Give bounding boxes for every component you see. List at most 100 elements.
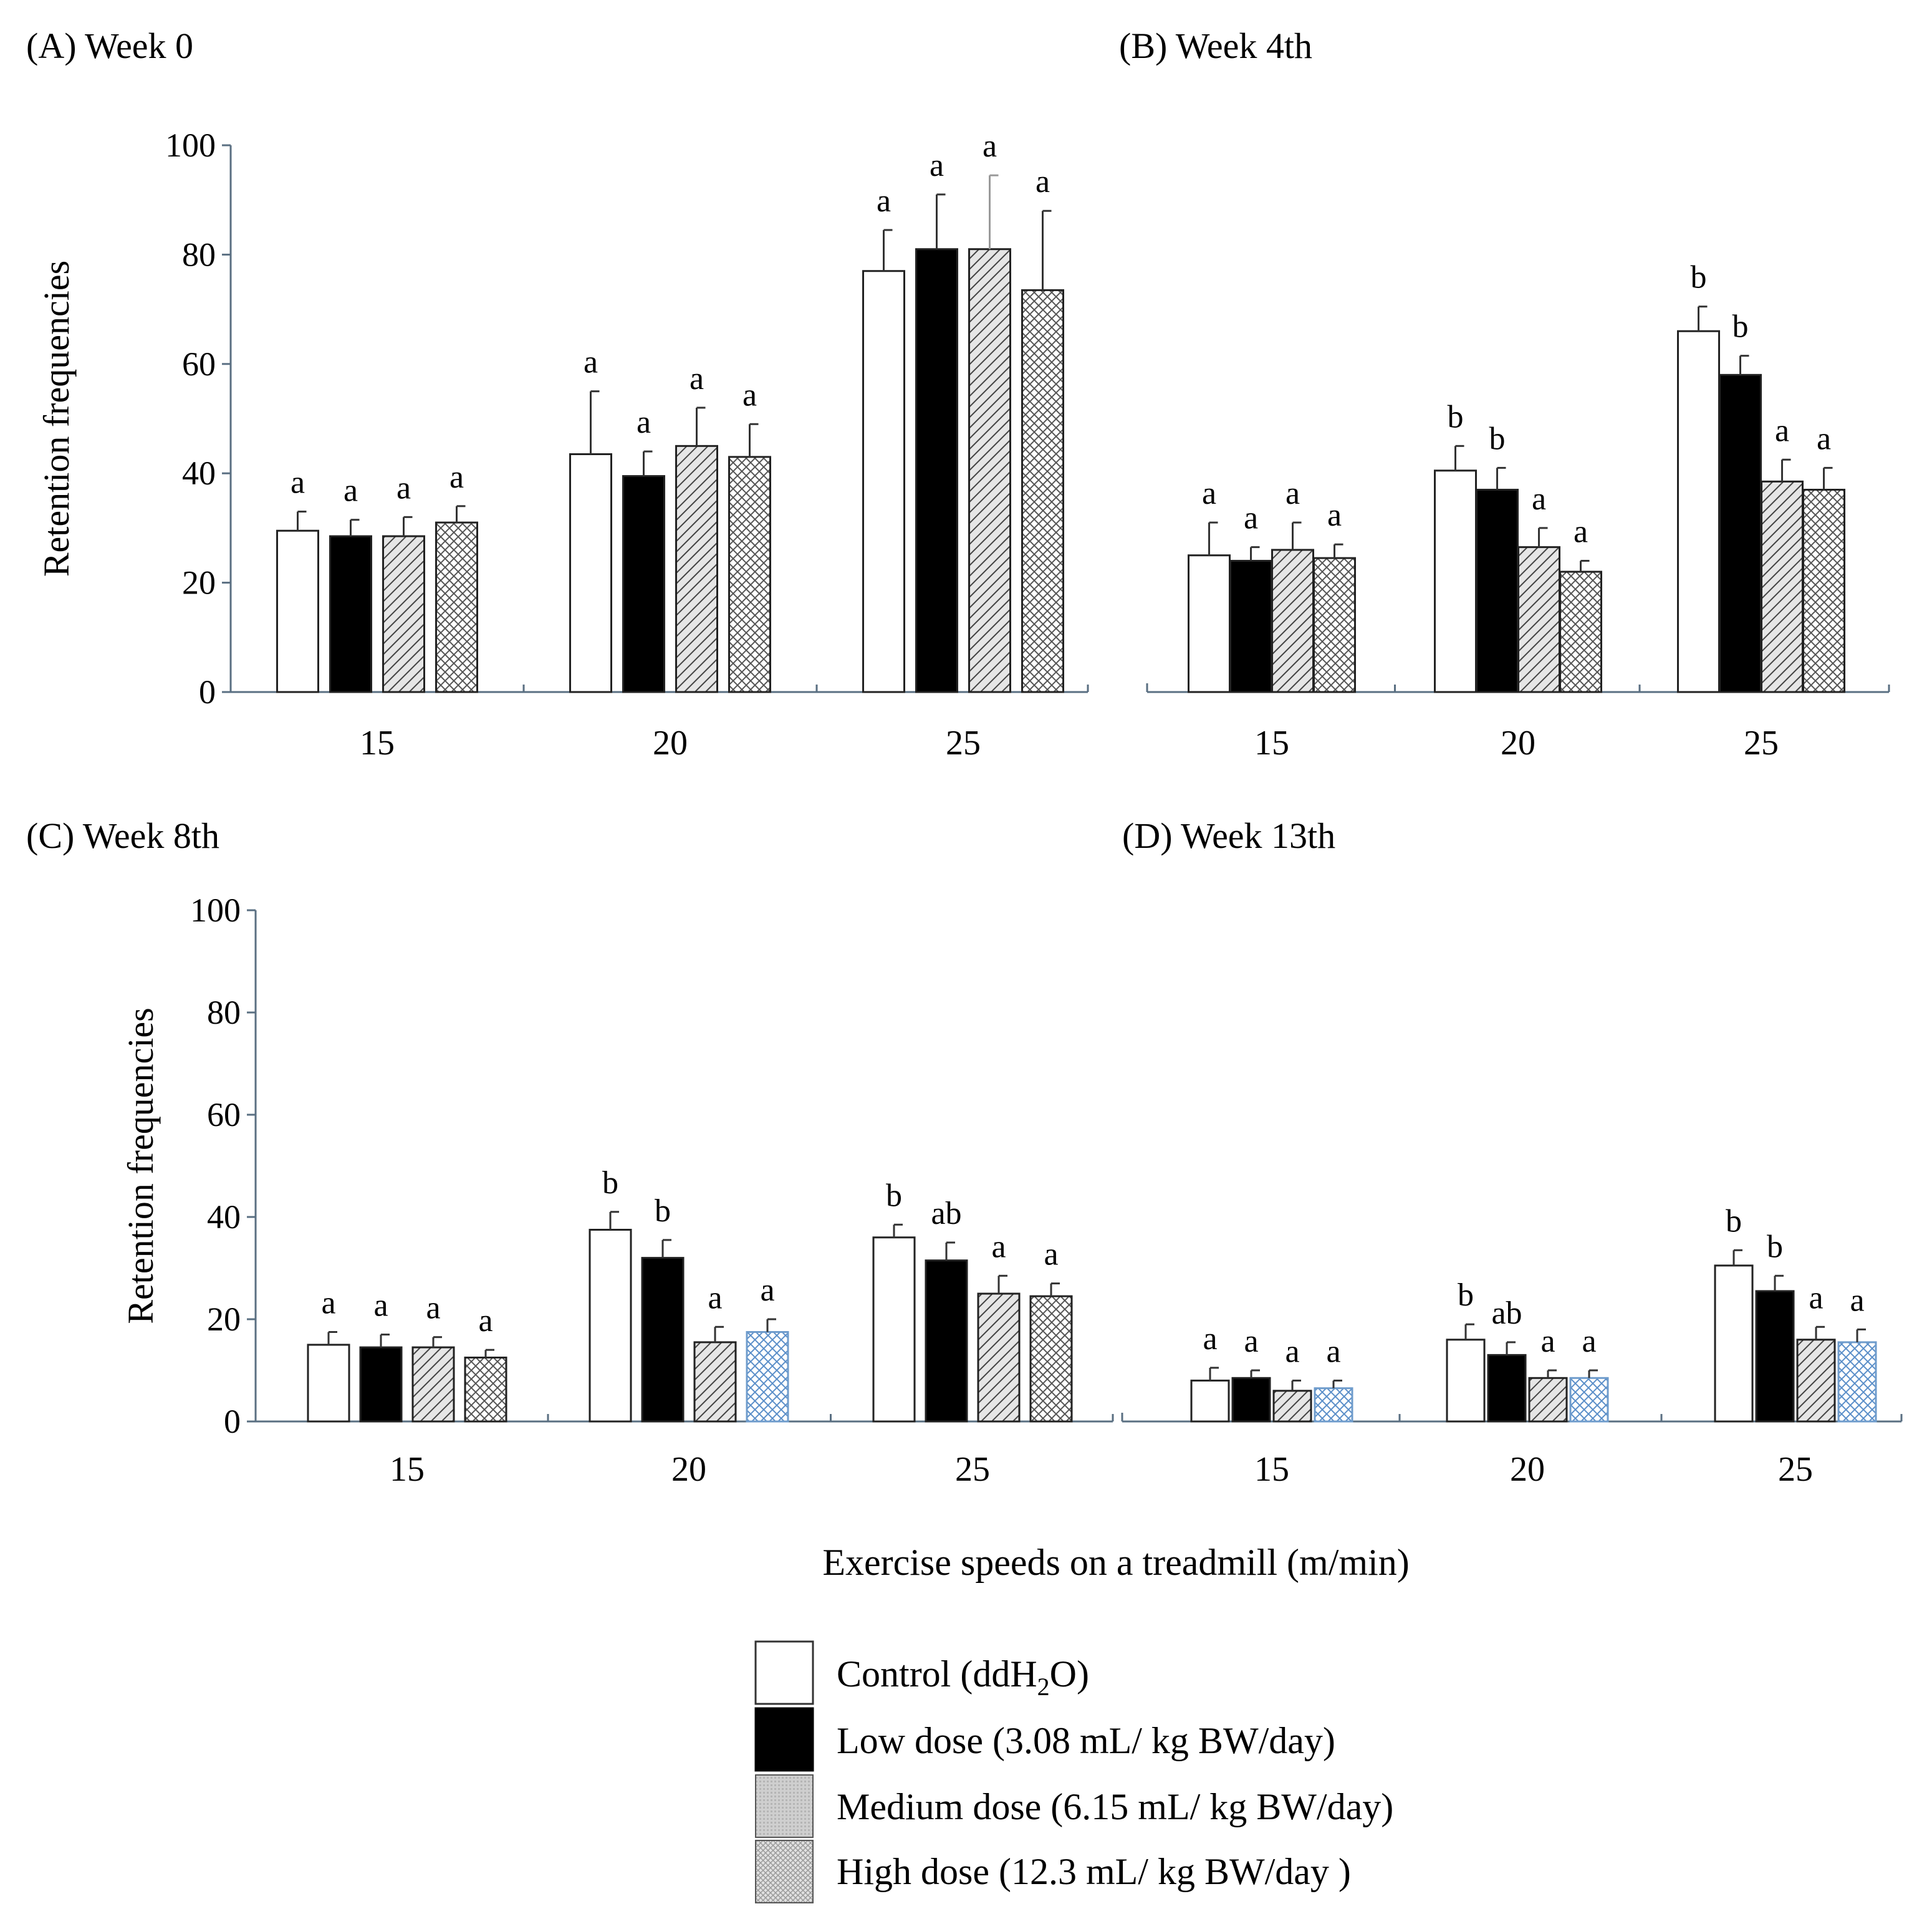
legend-swatch-medium-dose (755, 1774, 814, 1838)
bar-high-dose (1029, 1295, 1073, 1423)
significance-label: b (1726, 1203, 1742, 1239)
bar-medium-dose (675, 445, 718, 693)
bar-medium-dose (1761, 480, 1804, 693)
significance-label: a (983, 128, 997, 164)
x-category-label: 25 (955, 1450, 990, 1489)
significance-label: b (1489, 421, 1506, 456)
bar-low-dose (641, 1257, 685, 1423)
legend-label-control: Control (ddH2O) (837, 1653, 1089, 1701)
bar-control (1677, 330, 1720, 693)
legend-swatch-control (754, 1640, 814, 1705)
significance-label: a (1285, 1334, 1299, 1369)
y-axis-label: Retention frequencies (36, 261, 77, 577)
significance-label: a (396, 470, 411, 506)
significance-label: a (373, 1288, 388, 1324)
x-category-label: 20 (671, 1450, 706, 1489)
significance-label: b (1691, 260, 1707, 296)
significance-label: b (1733, 309, 1749, 345)
x-category-label: 15 (390, 1450, 425, 1489)
panel-c-week-8th: (C) Week 8th 0 20 40 60 80 100 Retention freque… (26, 815, 1114, 1489)
significance-label: a (478, 1303, 493, 1339)
bar-control (872, 1236, 916, 1423)
significance-label: a (584, 345, 598, 380)
legend-label-low-dose: Low dose (3.08 mL/ kg BW/day) (837, 1720, 1335, 1761)
significance-label: b (1448, 399, 1464, 435)
bar-low-dose (329, 535, 372, 693)
significance-label: a (690, 361, 704, 397)
y-tick-label: 80 (182, 236, 216, 273)
significance-label: ab (1491, 1296, 1522, 1331)
bar-high-dose (1837, 1341, 1877, 1423)
bar-high-dose (435, 521, 478, 693)
bar-low-dose (1755, 1290, 1795, 1423)
significance-label: a (1582, 1324, 1596, 1359)
significance-label: a (743, 377, 757, 413)
common-x-axis-label: Exercise speeds on a treadmill (m/min) (822, 1542, 1409, 1583)
bar-control (589, 1229, 632, 1423)
significance-label: a (1809, 1280, 1823, 1315)
significance-label: a (637, 405, 651, 440)
legend-label-high-dose: High dose (12.3 mL/ kg BW/day ) (837, 1851, 1351, 1892)
bar-high-dose (728, 456, 771, 693)
bar-low-dose (1231, 1377, 1271, 1423)
y-tick-label: 20 (182, 564, 216, 602)
bar-low-dose (359, 1346, 403, 1423)
bar-medium-dose (1528, 1377, 1568, 1423)
bar-medium-dose (1517, 546, 1560, 693)
significance-label: a (1817, 421, 1831, 456)
bar-high-dose (1559, 570, 1602, 693)
bar-high-dose (1314, 1387, 1353, 1423)
panel-a-week-0: (A) Week 0 0 20 40 60 80 100 Retention frequenc… (26, 26, 1089, 762)
significance-label: b (886, 1178, 902, 1213)
y-tick-label: 60 (207, 1096, 241, 1133)
panel-title: (C) Week 8th (26, 815, 219, 856)
significance-label: a (1044, 1237, 1058, 1272)
bar-low-dose (622, 475, 665, 693)
bar-low-dose (1487, 1354, 1527, 1423)
significance-label: a (1540, 1324, 1555, 1359)
bar-control (1446, 1339, 1486, 1423)
x-category-label: 20 (1501, 724, 1536, 762)
legend-swatch-high-dose (755, 1840, 814, 1903)
significance-label: a (930, 148, 944, 183)
bar-medium-dose (1272, 1390, 1312, 1423)
significance-label: a (708, 1280, 722, 1315)
significance-label: a (1286, 476, 1300, 511)
bar-low-dose (1229, 560, 1272, 693)
y-tick-label: 100 (190, 892, 241, 929)
y-tick-label: 60 (182, 345, 216, 383)
significance-label: a (991, 1229, 1006, 1264)
bar-medium-dose (693, 1341, 737, 1423)
bar-medium-dose (977, 1292, 1021, 1423)
legend-swatch-low-dose (754, 1707, 814, 1772)
bar-control (1434, 469, 1477, 693)
significance-label: a (1244, 1324, 1258, 1359)
significance-label: a (291, 465, 305, 501)
bar-low-dose (1719, 373, 1762, 693)
significance-label: a (1202, 476, 1216, 511)
legend: Control (ddH2O) Low dose (3.08 mL/ kg BW… (754, 1640, 1393, 1903)
y-tick-label: 20 (207, 1301, 241, 1338)
panel-title: (B) Week 4th (1119, 26, 1312, 66)
x-category-label: 15 (1254, 724, 1289, 762)
bar-high-dose (1802, 489, 1845, 693)
y-tick-label: 40 (182, 454, 216, 492)
bar-control (862, 270, 905, 693)
bar-control (1188, 554, 1231, 693)
significance-label: a (1574, 514, 1588, 550)
bar-high-dose (746, 1331, 789, 1423)
significance-label: b (602, 1165, 618, 1201)
significance-label: a (1327, 498, 1342, 533)
x-category-label: 25 (1744, 724, 1779, 762)
bar-high-dose (1021, 289, 1064, 693)
bar-control (307, 1344, 350, 1423)
x-category-label: 25 (946, 724, 981, 762)
significance-label: a (1203, 1321, 1217, 1357)
significance-label: a (1532, 481, 1546, 517)
bar-control (569, 453, 612, 693)
significance-label: b (1767, 1229, 1783, 1264)
bar-control (276, 529, 319, 693)
y-axis-label: Retention frequencies (120, 1007, 161, 1324)
